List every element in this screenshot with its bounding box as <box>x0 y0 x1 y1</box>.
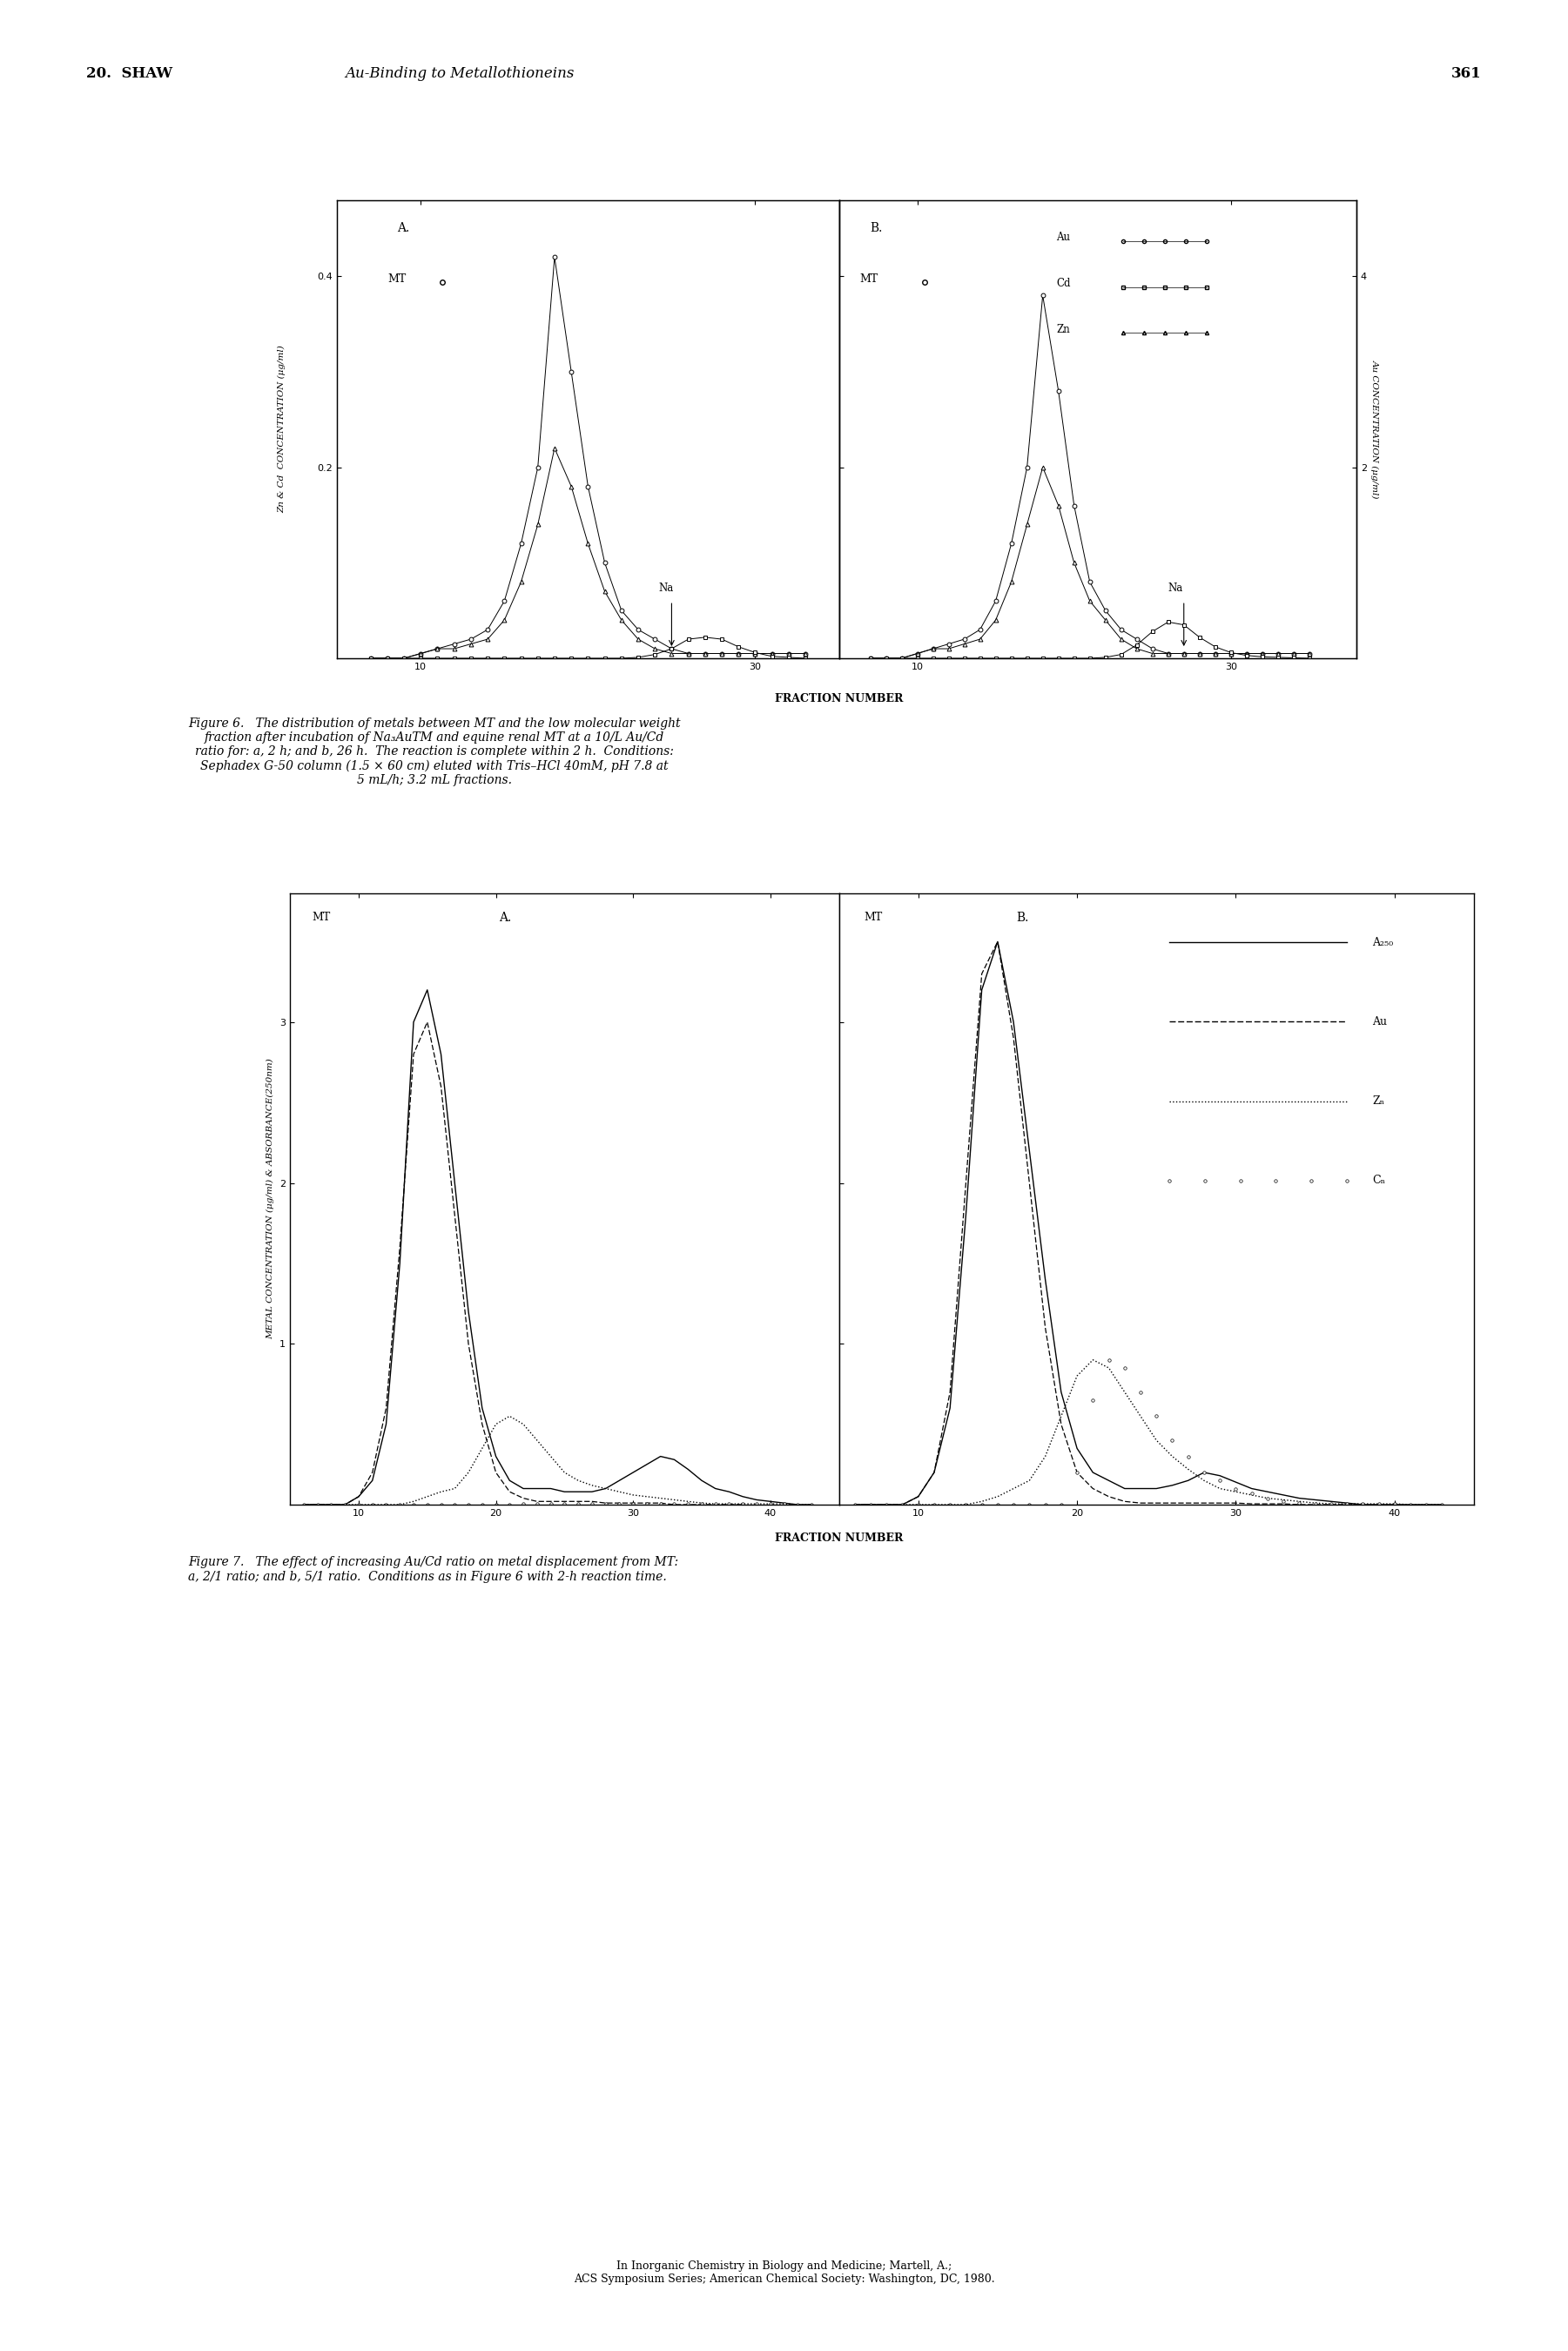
Text: A.: A. <box>397 223 409 235</box>
Text: Figure 6.   The distribution of metals between MT and the low molecular weight
f: Figure 6. The distribution of metals bet… <box>188 717 681 785</box>
Text: Figure 7.   The effect of increasing Au/Cd ratio on metal displacement from MT:
: Figure 7. The effect of increasing Au/Cd… <box>188 1556 679 1582</box>
Text: A.: A. <box>499 912 511 924</box>
Text: Zₙ: Zₙ <box>1372 1096 1385 1107</box>
Text: MT: MT <box>864 912 883 924</box>
Text: Zn: Zn <box>1057 324 1069 334</box>
Text: B.: B. <box>870 223 883 235</box>
Text: In Inorganic Chemistry in Biology and Medicine; Martell, A.;
ACS Symposium Serie: In Inorganic Chemistry in Biology and Me… <box>574 2262 994 2285</box>
Text: 20.  SHAW: 20. SHAW <box>86 66 172 80</box>
Text: Au: Au <box>1372 1016 1388 1027</box>
Text: A₂₅₀: A₂₅₀ <box>1372 936 1394 947</box>
Text: Au: Au <box>1057 233 1069 242</box>
Text: MT: MT <box>859 273 878 284</box>
Text: B.: B. <box>1016 912 1029 924</box>
Text: Na: Na <box>659 583 673 595</box>
Text: Zn & Cd  CONCENTRATION (μg/ml): Zn & Cd CONCENTRATION (μg/ml) <box>278 346 287 513</box>
Y-axis label: METAL CONCENTRATION (μg/ml) & ABSORBANCE(250nm): METAL CONCENTRATION (μg/ml) & ABSORBANCE… <box>267 1058 274 1340</box>
Text: MT: MT <box>312 912 331 924</box>
Y-axis label: Au CONCENTRATION (μg/ml): Au CONCENTRATION (μg/ml) <box>1370 360 1378 498</box>
Text: FRACTION NUMBER: FRACTION NUMBER <box>775 1533 903 1545</box>
Text: Au-Binding to Metallothioneins: Au-Binding to Metallothioneins <box>345 66 574 80</box>
Text: MT: MT <box>387 273 406 284</box>
Text: Cd: Cd <box>1057 277 1071 289</box>
Text: 361: 361 <box>1452 66 1482 80</box>
Text: FRACTION NUMBER: FRACTION NUMBER <box>775 694 903 705</box>
Text: Cₙ: Cₙ <box>1372 1176 1386 1187</box>
Text: Na: Na <box>1168 583 1184 595</box>
